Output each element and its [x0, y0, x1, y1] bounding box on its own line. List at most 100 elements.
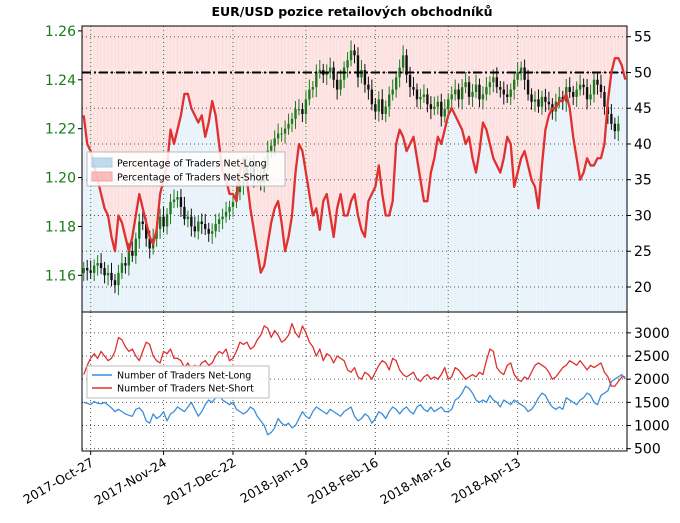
candle-body — [224, 211, 228, 217]
net-short-fill — [151, 26, 156, 245]
net-long-fill — [345, 215, 350, 312]
net-long-fill — [318, 229, 322, 312]
net-short-fill — [182, 26, 187, 94]
candle-body — [165, 214, 169, 227]
net-short-fill — [422, 26, 427, 202]
net-short-fill — [92, 26, 97, 166]
top-legend-box — [86, 151, 286, 187]
net-long-fill — [141, 208, 145, 312]
net-long-fill — [248, 208, 253, 312]
net-long-fill — [137, 194, 142, 312]
net-long-fill — [335, 208, 340, 312]
net-long-fill — [349, 201, 354, 312]
legend-label: Percentage of Traders Net-Short — [117, 173, 269, 184]
net-short-fill — [439, 26, 444, 144]
net-short-fill — [505, 26, 510, 137]
net-short-fill — [387, 26, 392, 216]
net-short-fill — [436, 26, 440, 137]
net-long-fill — [491, 158, 496, 312]
net-long-fill — [512, 186, 517, 312]
candle-body — [113, 280, 117, 286]
net-short-fill — [342, 26, 347, 216]
candle-body — [440, 101, 443, 117]
candle-body — [433, 106, 436, 110]
candle-body — [592, 79, 596, 95]
candle-body — [488, 82, 492, 88]
net-long-fill — [286, 236, 291, 312]
net-short-fill — [366, 26, 371, 202]
candle-body — [502, 89, 505, 95]
candle-body — [447, 99, 450, 110]
net-long-fill — [238, 172, 243, 312]
net-long-fill — [609, 72, 614, 312]
candle-body — [585, 87, 589, 100]
bottom-right-tick-label: 2500 — [634, 349, 670, 365]
net-short-fill — [328, 26, 333, 216]
net-long-fill — [411, 136, 416, 312]
net-short-fill — [609, 26, 614, 73]
candle-body — [394, 77, 398, 90]
net-long-fill — [554, 108, 558, 312]
candle-body — [89, 270, 92, 273]
net-short-fill — [127, 26, 131, 252]
net-long-fill — [363, 236, 368, 312]
net-short-fill — [234, 26, 239, 202]
candle-body — [86, 268, 89, 271]
bottom-plot-border — [81, 311, 628, 452]
net-long-fill — [241, 158, 246, 312]
net-long-fill — [175, 129, 180, 312]
candle-body — [186, 216, 190, 220]
net-long-fill — [567, 108, 572, 312]
net-long-fill — [307, 194, 312, 312]
candle-body — [204, 224, 207, 229]
net-long-fill — [311, 215, 315, 312]
net-short-fill — [116, 26, 121, 216]
right-tick-label: 20 — [634, 280, 652, 296]
candle-body — [599, 84, 603, 92]
net-short-fill — [276, 26, 281, 202]
candle-body — [169, 202, 172, 215]
net-short-fill — [623, 26, 628, 80]
net-long-fill — [255, 251, 260, 312]
candle-body — [499, 87, 502, 90]
net-short-fill — [331, 26, 336, 237]
net-long-fill — [550, 108, 555, 312]
net-long-fill — [432, 158, 437, 312]
net-short-fill — [543, 26, 548, 130]
net-long-fill — [592, 165, 597, 312]
net-long-fill — [522, 151, 527, 312]
net-short-fill — [272, 26, 277, 209]
net-short-fill — [318, 26, 322, 230]
net-long-fill — [425, 201, 430, 312]
candle-body — [582, 84, 585, 88]
net-short-fill — [401, 26, 406, 137]
candle-body — [172, 199, 176, 202]
net-long-fill — [394, 143, 399, 312]
net-short-fill — [279, 26, 284, 223]
net-short-fill — [262, 26, 267, 266]
net-long-fill — [220, 172, 225, 312]
net-long-fill — [321, 201, 326, 312]
net-short-fill — [512, 26, 517, 187]
net-short-fill — [498, 26, 503, 173]
net-short-fill — [453, 26, 458, 116]
candle-body — [398, 67, 401, 78]
net-long-fill — [172, 143, 177, 312]
candle-body — [558, 96, 561, 102]
candle-body — [190, 216, 193, 227]
net-short-fill — [123, 26, 128, 237]
net-long-fill — [436, 136, 440, 312]
candle-body — [228, 206, 231, 212]
net-long-fill — [85, 143, 90, 312]
net-short-fill — [390, 26, 395, 202]
net-long-fill — [151, 244, 156, 312]
left-tick-label: 1.18 — [45, 219, 76, 235]
candle-body — [162, 216, 165, 227]
right-tick-label: 35 — [634, 173, 652, 189]
candle-body — [478, 84, 481, 100]
candle-body — [367, 84, 370, 90]
candle-body — [141, 221, 144, 224]
net-short-fill — [564, 26, 569, 94]
net-long-fill — [467, 136, 472, 312]
candle-body — [110, 272, 113, 281]
